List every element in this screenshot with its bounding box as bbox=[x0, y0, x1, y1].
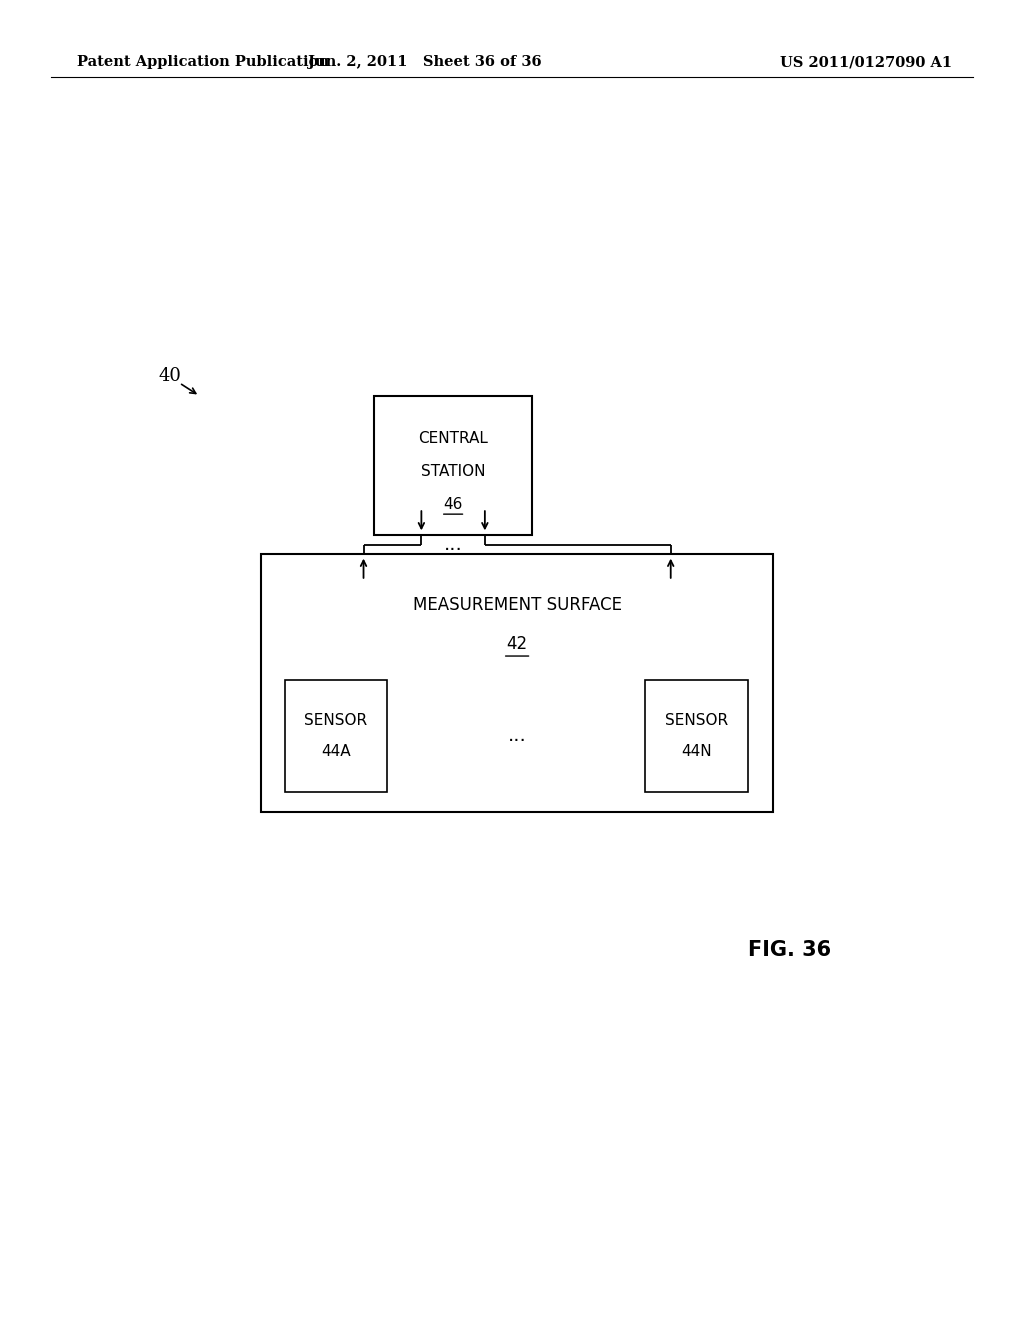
Text: 44A: 44A bbox=[322, 744, 350, 759]
Text: 40: 40 bbox=[159, 367, 181, 385]
Text: ...: ... bbox=[508, 726, 526, 746]
Text: 42: 42 bbox=[507, 635, 527, 653]
Text: CENTRAL: CENTRAL bbox=[418, 432, 488, 446]
Text: SENSOR: SENSOR bbox=[304, 713, 368, 727]
Text: ...: ... bbox=[443, 535, 463, 554]
FancyBboxPatch shape bbox=[374, 396, 532, 535]
Text: FIG. 36: FIG. 36 bbox=[748, 940, 830, 961]
Text: MEASUREMENT SURFACE: MEASUREMENT SURFACE bbox=[413, 595, 622, 614]
Text: Patent Application Publication: Patent Application Publication bbox=[77, 55, 329, 70]
Text: STATION: STATION bbox=[421, 465, 485, 479]
Text: Jun. 2, 2011   Sheet 36 of 36: Jun. 2, 2011 Sheet 36 of 36 bbox=[308, 55, 542, 70]
FancyBboxPatch shape bbox=[285, 680, 387, 792]
Text: SENSOR: SENSOR bbox=[665, 713, 728, 727]
Text: 44N: 44N bbox=[681, 744, 712, 759]
FancyBboxPatch shape bbox=[645, 680, 748, 792]
Text: US 2011/0127090 A1: US 2011/0127090 A1 bbox=[780, 55, 952, 70]
Text: 46: 46 bbox=[443, 498, 463, 512]
FancyBboxPatch shape bbox=[261, 554, 773, 812]
